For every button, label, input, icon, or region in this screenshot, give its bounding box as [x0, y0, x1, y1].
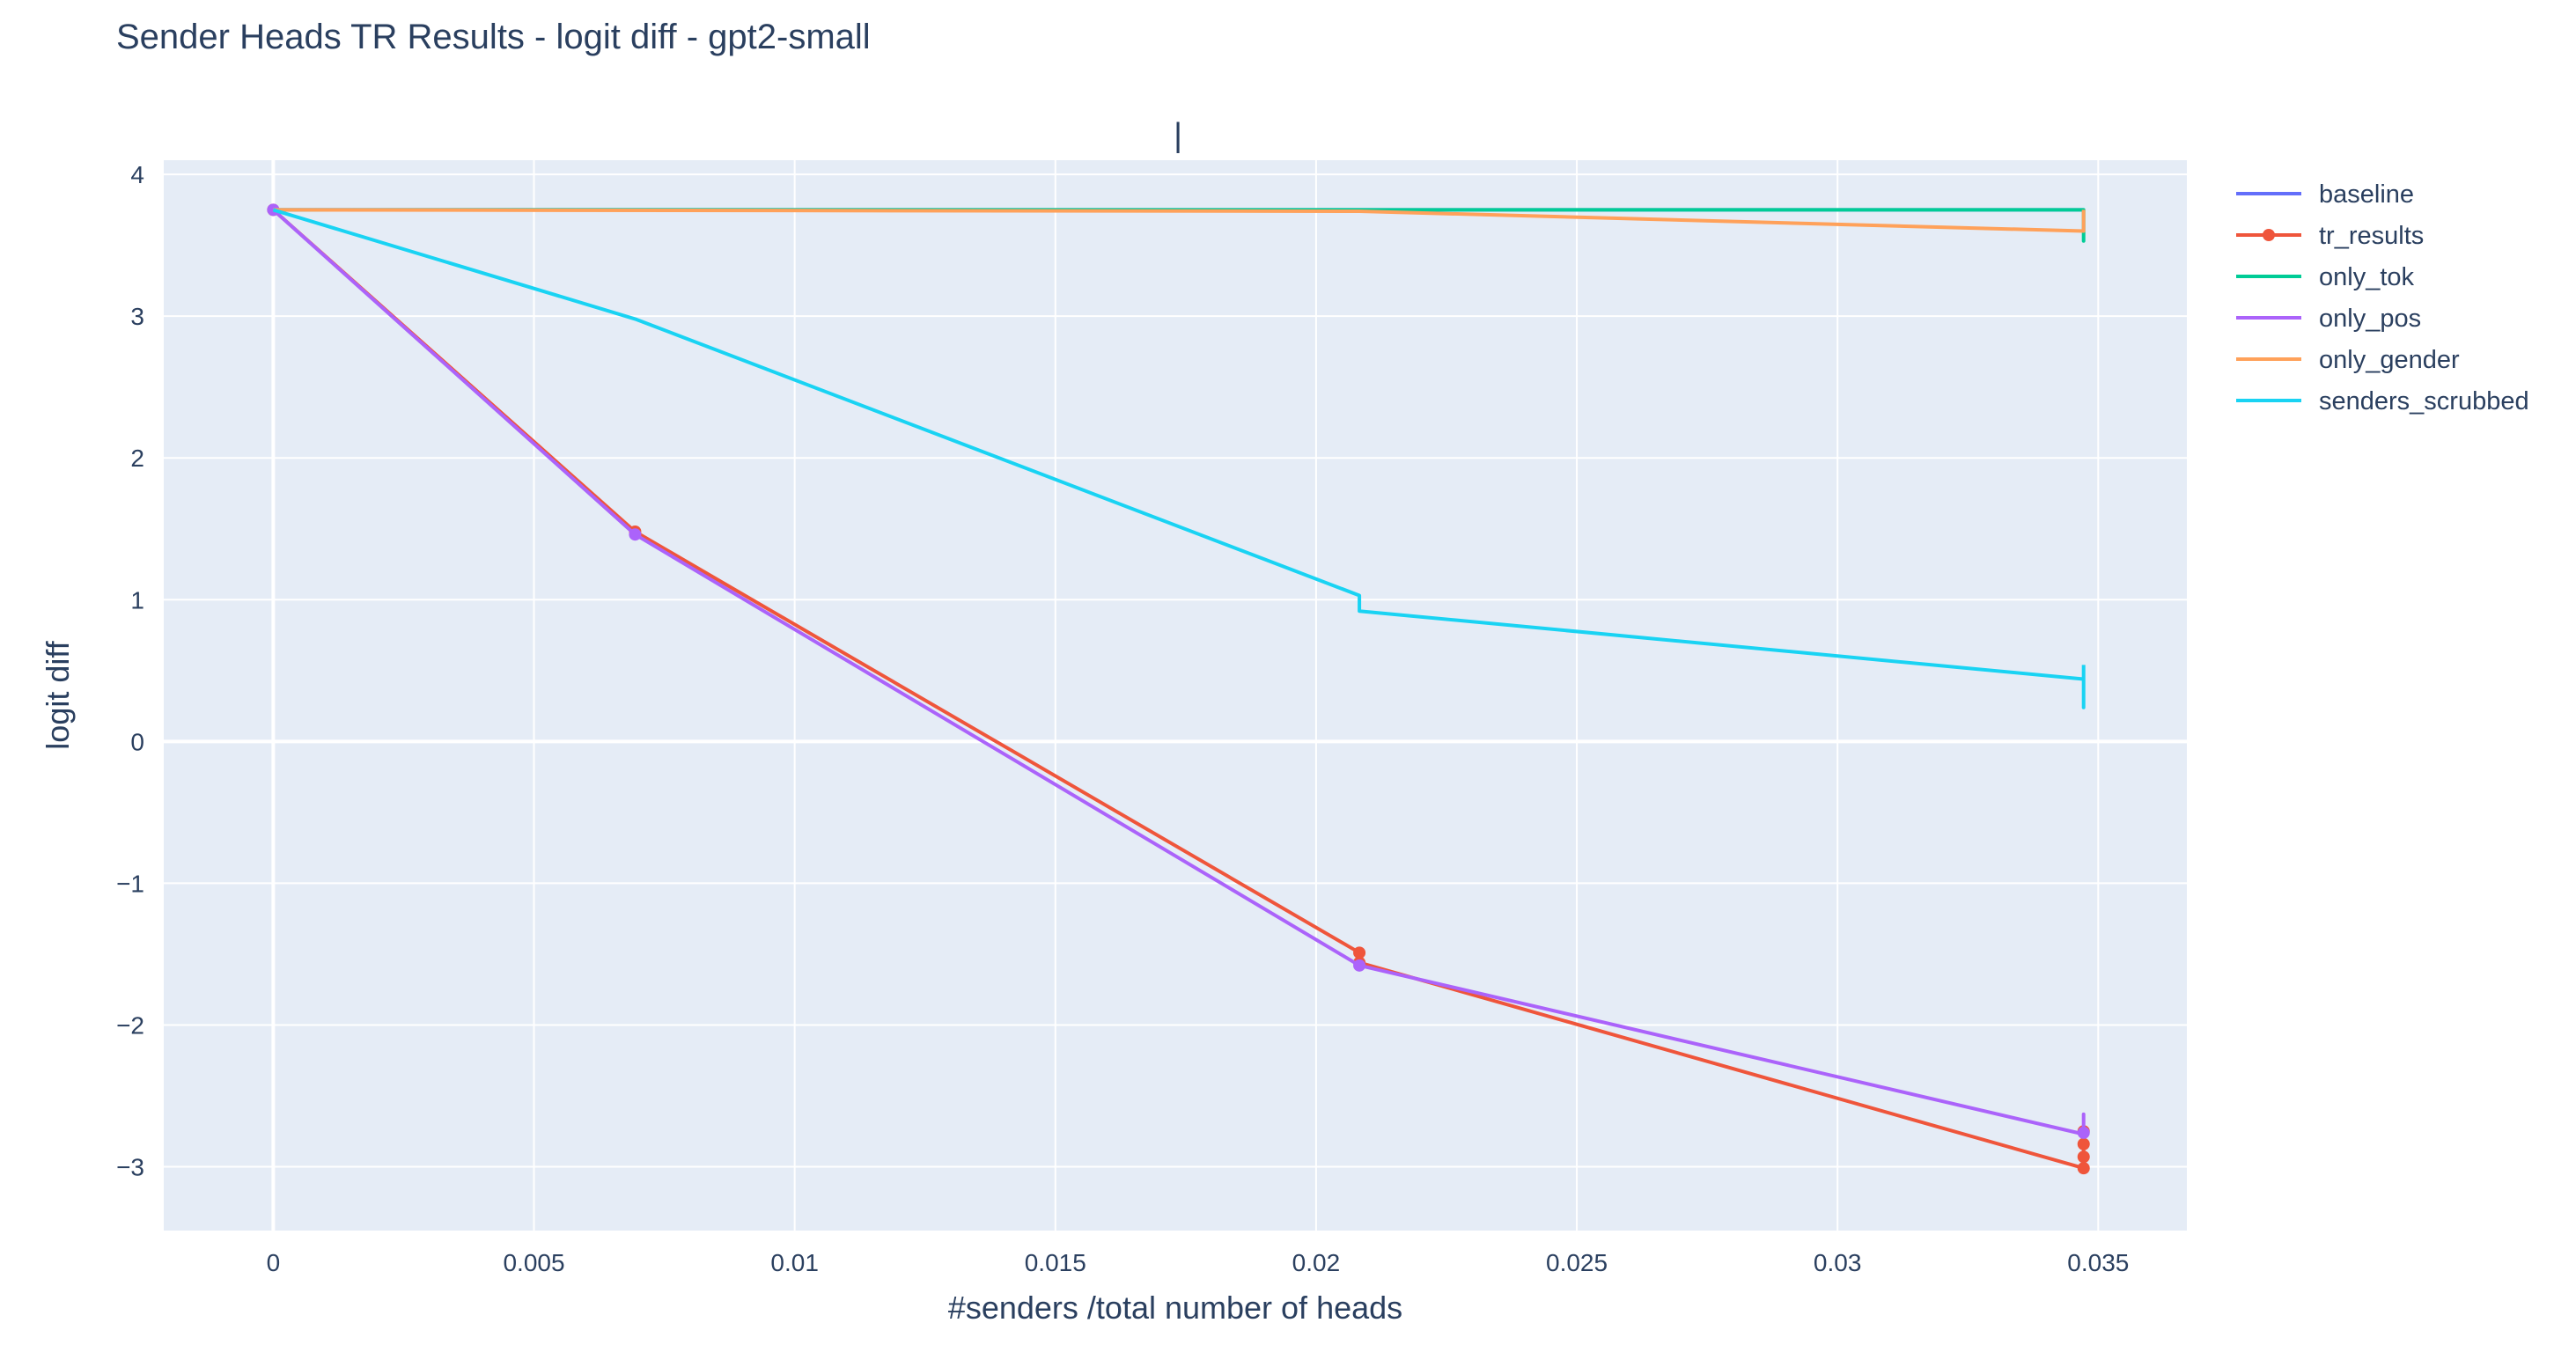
data-point[interactable] [2077, 1126, 2090, 1139]
x-gridlines [271, 160, 2100, 1231]
x-tick-labels: 0 0.005 0.01 0.015 0.02 0.025 0.03 0.035 [267, 1249, 2130, 1276]
legend-item-senders-scrubbed[interactable]: senders_scrubbed [2236, 387, 2529, 415]
legend-label: baseline [2319, 180, 2414, 209]
legend-item-only-pos[interactable]: only_pos [2236, 305, 2421, 333]
plot-area [164, 160, 2187, 1231]
chart-subtitle: | [1174, 117, 1182, 154]
legend-item-only-gender[interactable]: only_gender [2236, 346, 2460, 374]
x-axis-title: #senders /total number of heads [948, 1290, 1402, 1326]
legend-item-only-tok[interactable]: only_tok [2236, 263, 2415, 291]
legend-marker [2263, 229, 2275, 241]
y-tick-label: 2 [130, 445, 144, 472]
y-axis-title: logit diff [40, 640, 76, 749]
legend-label: senders_scrubbed [2319, 387, 2529, 415]
y-gridlines [164, 173, 2187, 1168]
data-point[interactable] [2077, 1137, 2090, 1150]
y-tick-label: −3 [116, 1154, 144, 1181]
data-point[interactable] [629, 528, 642, 541]
x-tick-label: 0.005 [503, 1249, 564, 1276]
y-tick-label: 3 [130, 303, 144, 330]
x-tick-label: 0.035 [2067, 1249, 2129, 1276]
chart-title: Sender Heads TR Results - logit diff - g… [116, 18, 871, 56]
legend-label: tr_results [2319, 222, 2424, 250]
legend-item-tr-results[interactable]: tr_results [2236, 222, 2424, 250]
data-point[interactable] [1353, 959, 1366, 972]
series-senders-scrubbed [272, 208, 2086, 709]
legend[interactable]: baseline tr_results only_tok only_pos only_g… [2236, 180, 2529, 415]
data-point[interactable] [2077, 1150, 2090, 1164]
y-tick-labels: −3 −2 −1 0 1 2 3 4 [116, 161, 144, 1180]
series-line [273, 208, 2086, 233]
legend-label: only_gender [2319, 346, 2460, 374]
series-only-pos [267, 203, 2090, 1139]
legend-label: only_tok [2319, 263, 2415, 291]
series-layer [267, 203, 2090, 1175]
series-only-gender [273, 208, 2086, 233]
x-tick-label: 0.02 [1292, 1249, 1341, 1276]
data-point[interactable] [267, 203, 280, 217]
x-tick-label: 0.015 [1025, 1249, 1086, 1276]
legend-item-baseline[interactable]: baseline [2236, 180, 2414, 209]
legend-label: only_pos [2319, 305, 2421, 333]
x-tick-label: 0.01 [770, 1249, 819, 1276]
y-tick-label: −2 [116, 1011, 144, 1039]
x-tick-label: 0.025 [1546, 1249, 1608, 1276]
y-tick-label: 1 [130, 586, 144, 614]
y-tick-label: 0 [130, 728, 144, 755]
y-tick-label: −1 [116, 870, 144, 897]
y-tick-label: 4 [130, 161, 144, 188]
data-point[interactable] [1353, 946, 1366, 959]
x-tick-label: 0 [267, 1249, 281, 1276]
series-line [272, 208, 2086, 709]
series-line [272, 208, 2086, 1136]
x-tick-label: 0.03 [1814, 1249, 1862, 1276]
data-point[interactable] [2077, 1162, 2090, 1175]
